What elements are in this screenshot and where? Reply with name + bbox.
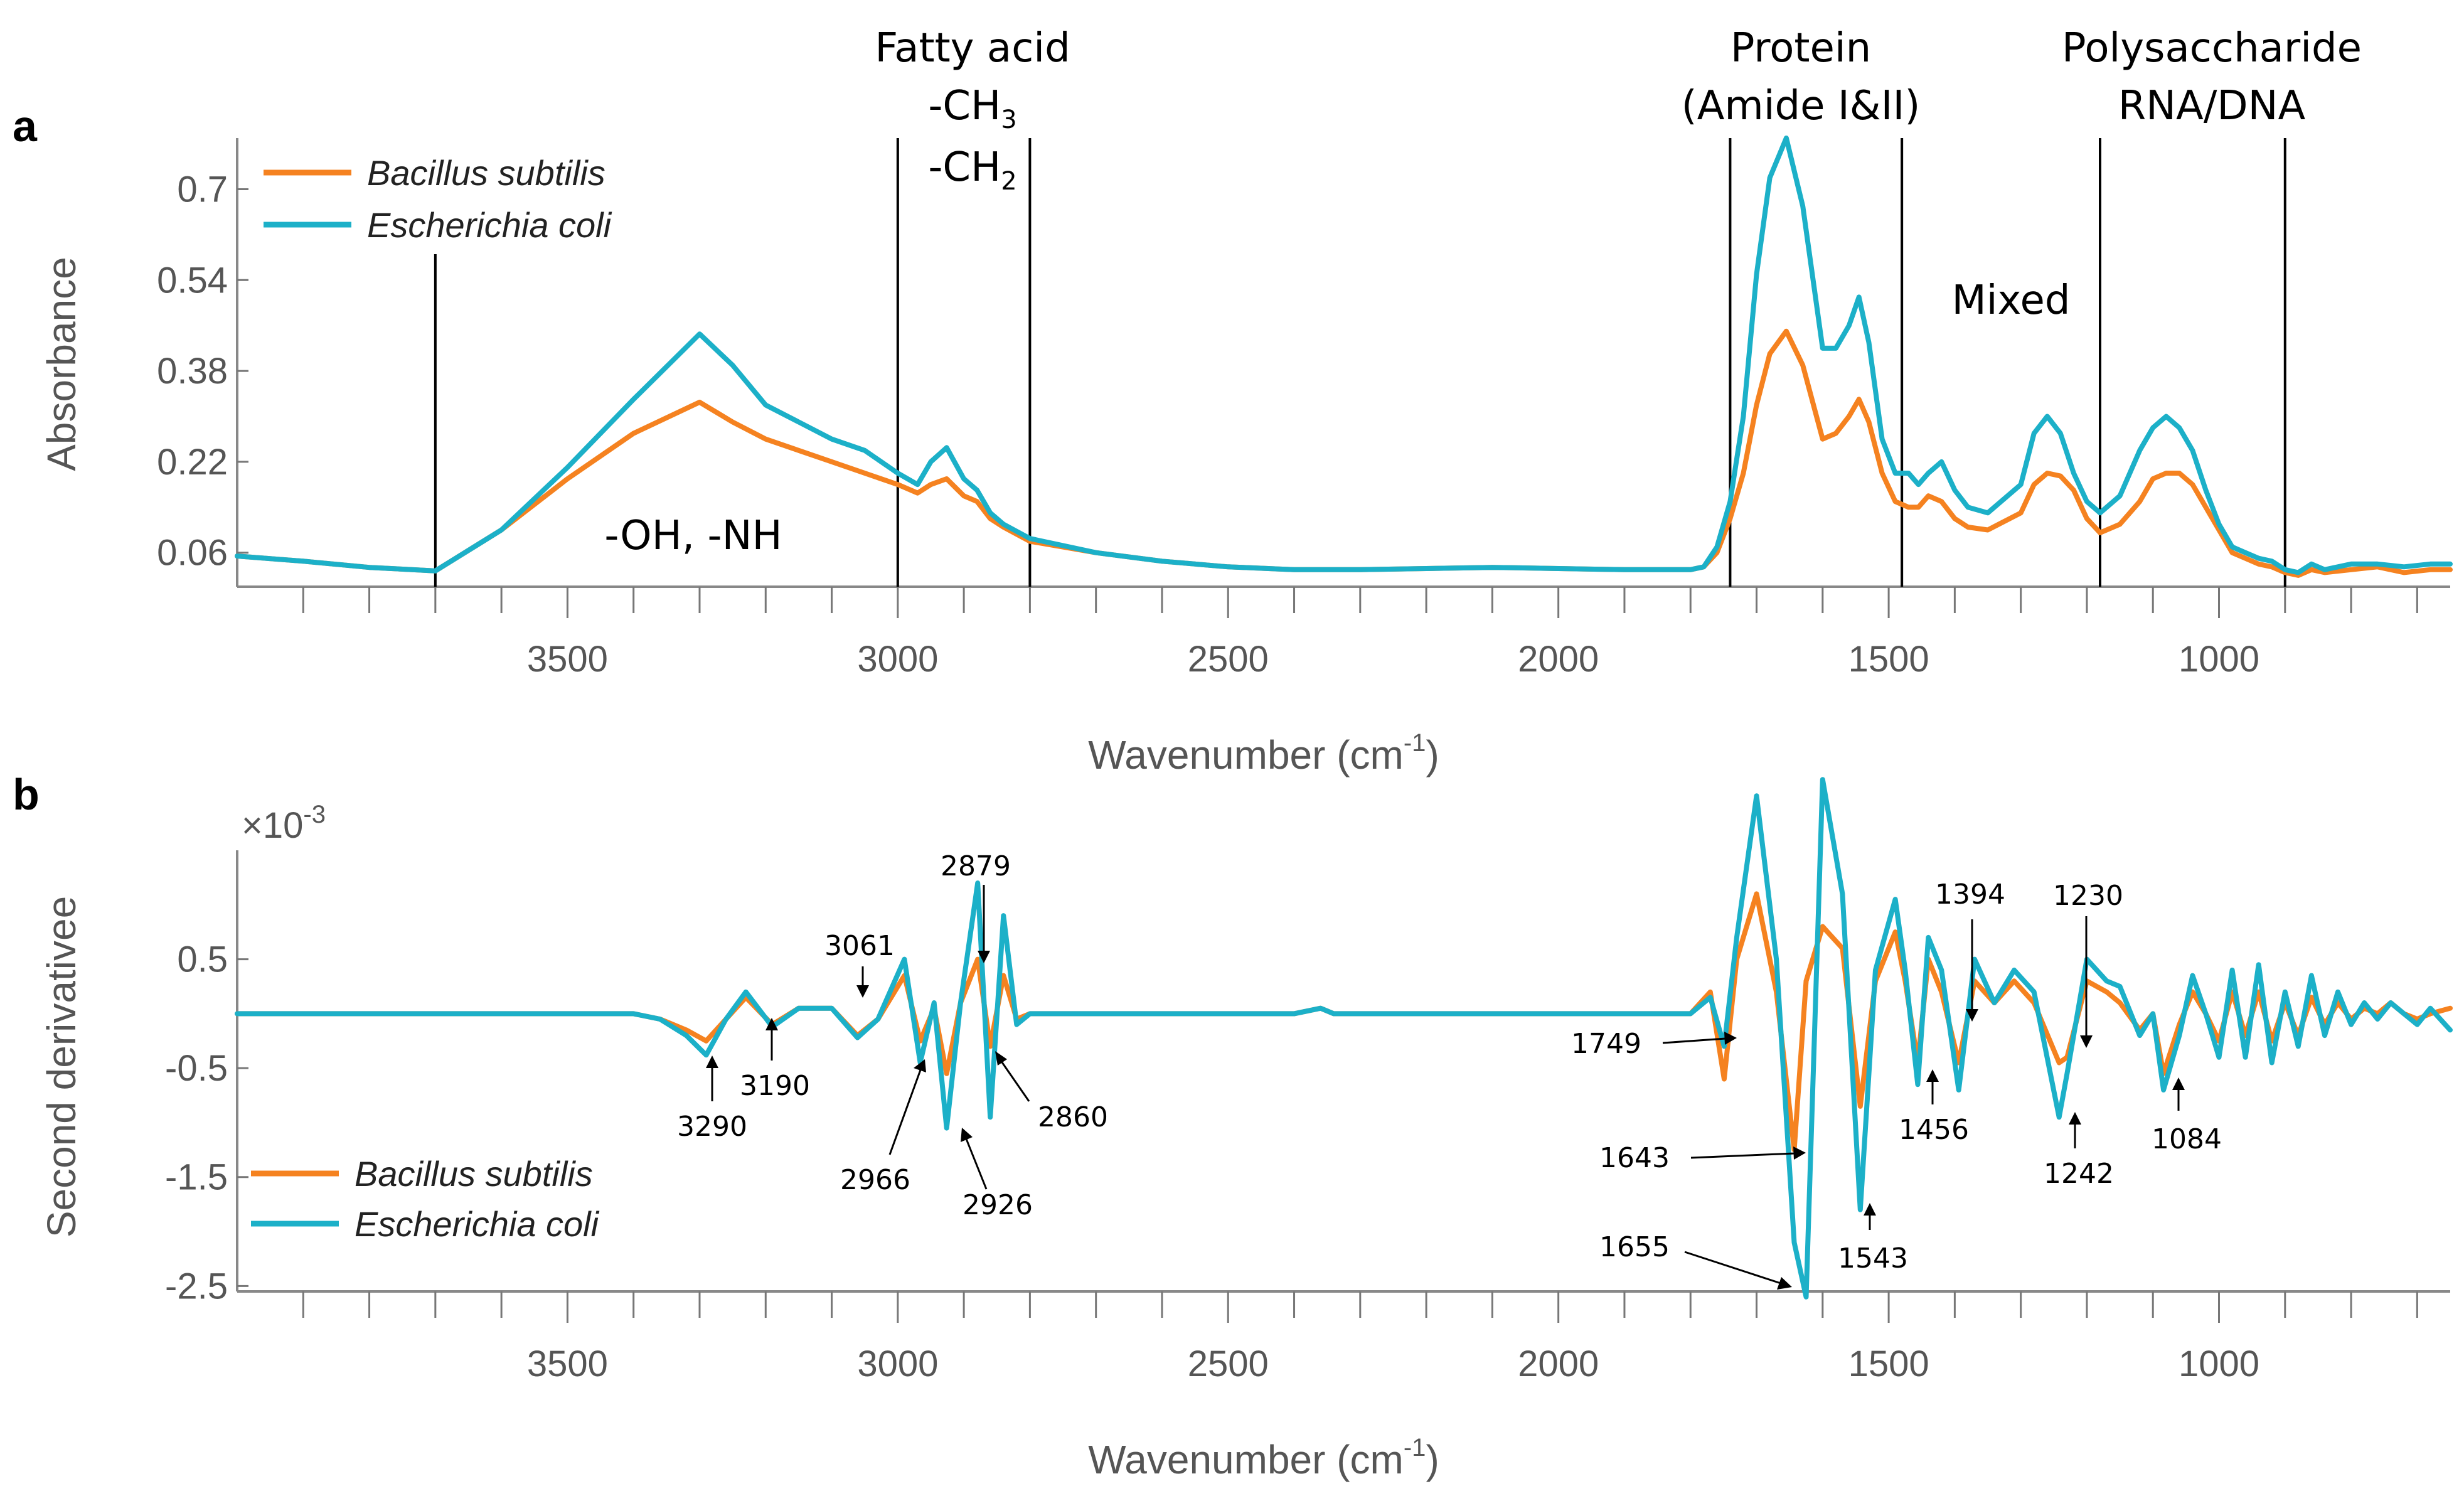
panel-b-x-axis-label: Wavenumber (cm-1)	[1088, 1434, 1439, 1482]
panel-b-legend: Bacillus subtilis Escherichia coli	[251, 1154, 600, 1244]
y-tick-label-1: -1.5	[165, 1157, 228, 1198]
legend-a-label-bacillus: Bacillus subtilis	[367, 153, 605, 193]
peak-label-3061: 3061	[824, 930, 895, 962]
panel-a-x-axis-label: Wavenumber (cm-1)	[1088, 729, 1439, 778]
arrow-2966-head	[914, 1059, 926, 1072]
arrow-2926	[965, 1138, 988, 1190]
panel-a-series	[235, 136, 2453, 578]
arrow-2879-head	[978, 951, 990, 963]
panel-b-ticks: 3500 3000 2500 2000 1500 1000 -2.5 -1.5 -0.5 0.5	[165, 939, 2418, 1384]
panel-b-letter: b	[13, 770, 40, 819]
y-tick-label-0: -2.5	[165, 1266, 228, 1307]
arrow-2926-head	[961, 1128, 973, 1142]
x-tick-label-2500: 2500	[1188, 639, 1269, 680]
y-tick-label-2: -0.5	[165, 1048, 228, 1089]
arrow-3290-head	[706, 1055, 718, 1068]
peak-label-3290: 3290	[677, 1111, 747, 1143]
y-tick-label-0: 0.06	[157, 533, 228, 574]
peak-label-1242: 1242	[2044, 1158, 2114, 1190]
arrow-1230-head	[2080, 1035, 2093, 1048]
arrow-1643	[1690, 1152, 1795, 1159]
arrow-1749	[1662, 1037, 1726, 1044]
annotation-polysaccharide: Polysaccharide	[2062, 25, 2362, 72]
series-b-bacillus-subtilis	[235, 891, 2453, 1153]
arrow-3190-head	[765, 1018, 778, 1030]
panel-a-y-axis-label: Absorbance	[39, 257, 84, 471]
panel-a-letter: a	[13, 102, 38, 151]
annotation-amide: (Amide I&II)	[1682, 83, 1921, 129]
annotation-protein: Protein	[1731, 25, 1871, 72]
series-b-escherichia-coli	[235, 777, 2453, 1300]
arrow-1084-head	[2172, 1077, 2185, 1090]
x-tick-label-1500: 1500	[1848, 639, 1929, 680]
arrow-1655-head	[1777, 1277, 1792, 1290]
peak-label-2860: 2860	[1038, 1101, 1108, 1133]
annotation-ch3: -CH3	[928, 83, 1016, 134]
peak-label-1394: 1394	[1935, 879, 2005, 911]
arrow-1643-head	[1793, 1146, 1806, 1160]
series-a-escherichia-coli	[235, 136, 2453, 575]
peak-label-2926: 2926	[963, 1189, 1033, 1221]
panel-b-series	[235, 777, 2453, 1300]
x-tick-label-3500: 3500	[527, 639, 608, 680]
peak-label-1643: 1643	[1599, 1142, 1670, 1174]
arrow-2860	[1000, 1060, 1030, 1102]
peak-label-1655: 1655	[1599, 1231, 1670, 1263]
y-tick-label-3: 0.54	[157, 260, 228, 301]
peak-label-1456: 1456	[1899, 1114, 1969, 1146]
legend-a-label-ecoli: Escherichia coli	[367, 205, 612, 245]
panel-b-peak-labels: 3290 3190 3061 2966 2926 2879 2860	[677, 850, 2222, 1290]
peak-label-1543: 1543	[1838, 1242, 1908, 1275]
arrow-3061-head	[856, 985, 869, 998]
x-tick-label-2000: 2000	[1518, 639, 1599, 680]
annotation-mixed: Mixed	[1952, 277, 2071, 324]
y-tick-label-4: 0.7	[177, 169, 228, 210]
panel-a-legend: Bacillus subtilis Escherichia coli	[264, 153, 612, 245]
x-tick-label-3000: 3000	[857, 1344, 938, 1384]
x-tick-label-1500: 1500	[1848, 1344, 1929, 1384]
panel-a: a 3500 3000 2500 2000 1500 1000 0.06 0.22 0.38 0.…	[13, 25, 2453, 778]
peak-label-3190: 3190	[740, 1070, 810, 1102]
x-tick-label-1000: 1000	[2179, 1344, 2259, 1384]
peak-label-2966: 2966	[840, 1164, 910, 1196]
arrow-2966	[888, 1069, 922, 1155]
series-a-bacillus-subtilis	[235, 328, 2453, 578]
panel-a-ticks: 3500 3000 2500 2000 1500 1000 0.06 0.22 0.38 0.54…	[157, 169, 2418, 680]
y-tick-label-1: 0.22	[157, 442, 228, 483]
x-tick-label-3500: 3500	[527, 1344, 608, 1384]
arrow-1242-head	[2069, 1112, 2081, 1125]
x-tick-label-3000: 3000	[857, 639, 938, 680]
arrow-1456-head	[1926, 1069, 1939, 1082]
arrow-1655	[1684, 1251, 1781, 1285]
x-tick-label-1000: 1000	[2179, 639, 2259, 680]
peak-label-2879: 2879	[941, 850, 1011, 882]
legend-b-label-ecoli: Escherichia coli	[355, 1204, 600, 1244]
arrow-2860-head	[995, 1051, 1007, 1066]
arrow-1749-head	[1724, 1032, 1737, 1045]
y-tick-label-3: 0.5	[177, 939, 228, 980]
legend-b-label-bacillus: Bacillus subtilis	[355, 1154, 593, 1194]
annotation-ch2: -CH2	[928, 144, 1016, 196]
arrow-1394-head	[1966, 1009, 1978, 1022]
x-tick-label-2500: 2500	[1188, 1344, 1269, 1384]
y-tick-label-2: 0.38	[157, 351, 228, 392]
peak-label-1230: 1230	[2053, 880, 2123, 912]
peak-label-1084: 1084	[2152, 1123, 2222, 1155]
panel-b-exponent: ×10-3	[242, 801, 326, 846]
annotation-rna-dna: RNA/DNA	[2118, 83, 2306, 129]
panel-b-y-axis-label: Second derivativee	[39, 896, 84, 1237]
annotation-oh-nh: -OH, -NH	[604, 513, 782, 559]
peak-label-1749: 1749	[1571, 1028, 1641, 1060]
arrow-1543-head	[1864, 1203, 1876, 1216]
x-tick-label-2000: 2000	[1518, 1344, 1599, 1384]
panel-b: b ×10-3 3500 3000 2500 2000 1500 1000 -2.5 -1.5…	[13, 770, 2453, 1482]
annotation-fatty-acid: Fatty acid	[875, 25, 1070, 72]
